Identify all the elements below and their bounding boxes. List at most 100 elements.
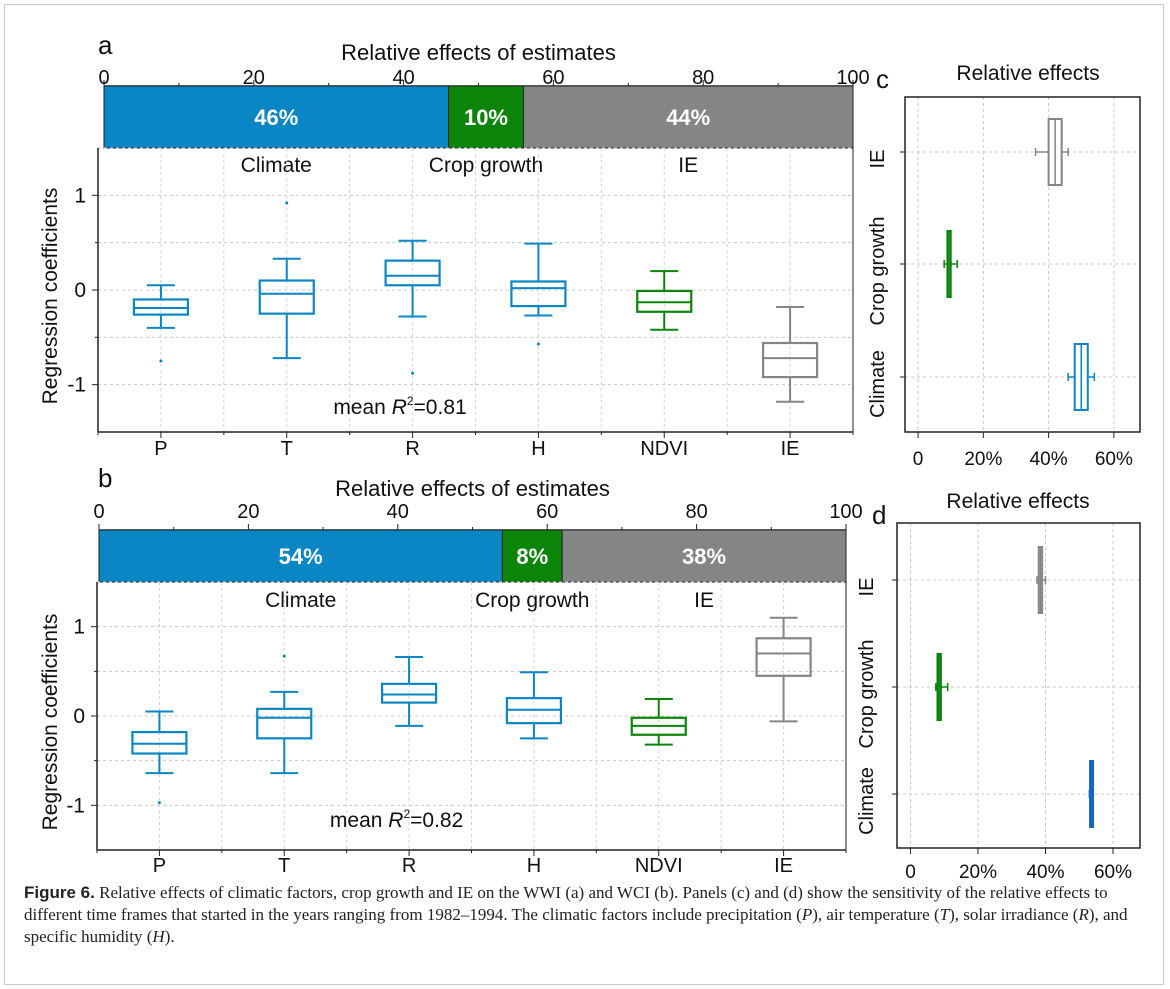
x-tick-label-a: P <box>154 438 167 460</box>
stacked-bar-tick-label-a: 100 <box>836 67 869 89</box>
stacked-bar-tick-label-b: 100 <box>829 501 862 523</box>
stacked-bar-tick-label-b: 0 <box>93 501 104 523</box>
y-tick-label-d: IE <box>856 578 878 597</box>
group-label-b: Crop growth <box>475 589 589 612</box>
figure-plot-area: a Relative effects of estimates 0 20 40 60 80 1… <box>39 30 1141 880</box>
box-a-IE <box>761 341 819 379</box>
stacked-bar-tick-label-a: 60 <box>542 67 564 89</box>
x-tick-label-a: IE <box>781 438 800 460</box>
panel-title-d: Relative effects <box>946 490 1089 513</box>
x-tick-label-b: H <box>527 855 541 877</box>
x-tick-label-a: NDVI <box>640 438 688 460</box>
x-tick-label-c: 40% <box>1030 449 1068 470</box>
stacked-bar-value-label-b: 8% <box>516 544 548 569</box>
y-tick-label-c: Climate <box>867 350 889 418</box>
caption-text-5: ). <box>164 927 175 946</box>
caption-label: Figure 6. <box>24 883 95 902</box>
stacked-bar-tick-label-b: 60 <box>536 501 558 523</box>
panel-letter-a: a <box>98 30 113 60</box>
figure-caption: Figure 6. Relative effects of climatic f… <box>24 882 1144 948</box>
x-tick-label-b: IE <box>774 855 793 877</box>
box-b-R <box>380 682 438 704</box>
x-tick-label-a: R <box>405 438 419 460</box>
caption-text-4: ), and specific humidity ( <box>24 905 1128 946</box>
y-tick-label-a: 0 <box>74 279 86 302</box>
y-tick-label-a: 1 <box>74 184 86 207</box>
stacked-bar-tick-label-a: 80 <box>692 67 714 89</box>
stacked-bar-title-b: Relative effects of estimates <box>335 476 610 501</box>
x-tick-label-d: 20% <box>959 862 997 880</box>
x-tick-label-a: H <box>531 438 545 460</box>
x-tick-label-b: R <box>402 855 416 877</box>
box-a-H <box>510 280 567 308</box>
y-tick-label-a: -1 <box>67 374 86 397</box>
y-tick-label-d: Crop growth <box>856 640 878 749</box>
group-label-b: IE <box>694 589 714 612</box>
x-tick-label-a: T <box>281 438 293 460</box>
x-tick-label-b: T <box>278 855 290 877</box>
caption-var-p: P <box>801 905 813 924</box>
x-tick-label-d: 60% <box>1094 862 1132 880</box>
y-tick-label-b: -1 <box>66 794 85 817</box>
caption-text-2: ), air temperature ( <box>812 905 940 924</box>
panel-letter-b: b <box>98 463 112 493</box>
caption-text-3: ), solar irradiance ( <box>949 905 1079 924</box>
caption-var-h: H <box>152 927 165 946</box>
caption-var-r: R <box>1078 905 1089 924</box>
group-label-a: Crop growth <box>429 154 543 177</box>
x-tick-label-b: NDVI <box>635 855 683 877</box>
stacked-bar-value-label-b: 54% <box>279 544 323 569</box>
stacked-bar-tick-label-a: 40 <box>392 67 414 89</box>
r2-annotation-a: mean R2=0.81 <box>333 394 466 419</box>
outlier-point-a <box>411 371 415 375</box>
panel-letter-c: c <box>876 64 889 94</box>
y-tick-label-c: Crop growth <box>867 217 889 326</box>
stacked-bar-segment-b <box>561 529 847 583</box>
stacked-bar-tick-label-a: 0 <box>98 67 109 89</box>
group-label-a: Climate <box>241 154 312 177</box>
y-tick-label-b: 1 <box>73 616 85 639</box>
stacked-bar-value-label-a: 10% <box>464 105 508 130</box>
figure-frame <box>4 4 1164 985</box>
x-tick-label-c: 20% <box>964 449 1002 470</box>
y-tick-label-b: 0 <box>73 705 85 728</box>
stacked-bar-tick-label-a: 20 <box>243 67 265 89</box>
x-tick-label-b: P <box>153 855 166 877</box>
caption-var-t: T <box>939 905 950 924</box>
y-tick-label-c: IE <box>867 150 889 169</box>
plot-frame-d <box>896 522 1141 849</box>
x-tick-label-d: 0 <box>905 862 916 880</box>
stacked-bar-segment-a <box>103 85 450 149</box>
stacked-bar-title-a: Relative effects of estimates <box>341 40 616 65</box>
outlier-point-a <box>536 342 540 346</box>
y-tick-label-d: Climate <box>856 767 878 835</box>
panel-letter-d: d <box>872 500 886 530</box>
outlier-point-b <box>282 654 286 658</box>
stacked-bar-value-label-a: 44% <box>666 105 710 130</box>
box-a-R <box>384 259 441 287</box>
stacked-bar-tick-label-b: 20 <box>237 501 259 523</box>
stacked-bar-segment-a <box>522 85 854 149</box>
caption-text-1: Relative effects of climatic factors, cr… <box>24 883 1108 924</box>
stacked-bar-tick-label-b: 40 <box>387 501 409 523</box>
stacked-bar-segment-b <box>501 529 563 583</box>
r2-annotation-b: mean R2=0.82 <box>330 807 463 832</box>
y-axis-label-a: Regression coefficients <box>39 188 62 405</box>
stacked-bar-value-label-a: 46% <box>254 105 298 130</box>
outlier-point-b <box>157 801 161 805</box>
x-tick-label-c: 60% <box>1095 449 1133 470</box>
x-tick-label-c: 0 <box>913 449 924 470</box>
x-tick-label-d: 40% <box>1026 862 1064 880</box>
outlier-point-a <box>285 201 289 205</box>
box-b-T <box>256 707 313 740</box>
group-label-a: IE <box>678 154 698 177</box>
panel-title-c: Relative effects <box>956 62 1099 85</box>
stacked-bar-segment-a <box>448 85 524 149</box>
box-b-IE <box>755 637 812 677</box>
stacked-bar-tick-label-b: 80 <box>685 501 707 523</box>
stacked-bar-value-label-b: 38% <box>682 544 726 569</box>
y-axis-label-b: Regression coefficients <box>39 614 62 831</box>
group-label-b: Climate <box>265 589 336 612</box>
box-a-T <box>258 279 315 315</box>
outlier-point-a <box>159 359 163 363</box>
